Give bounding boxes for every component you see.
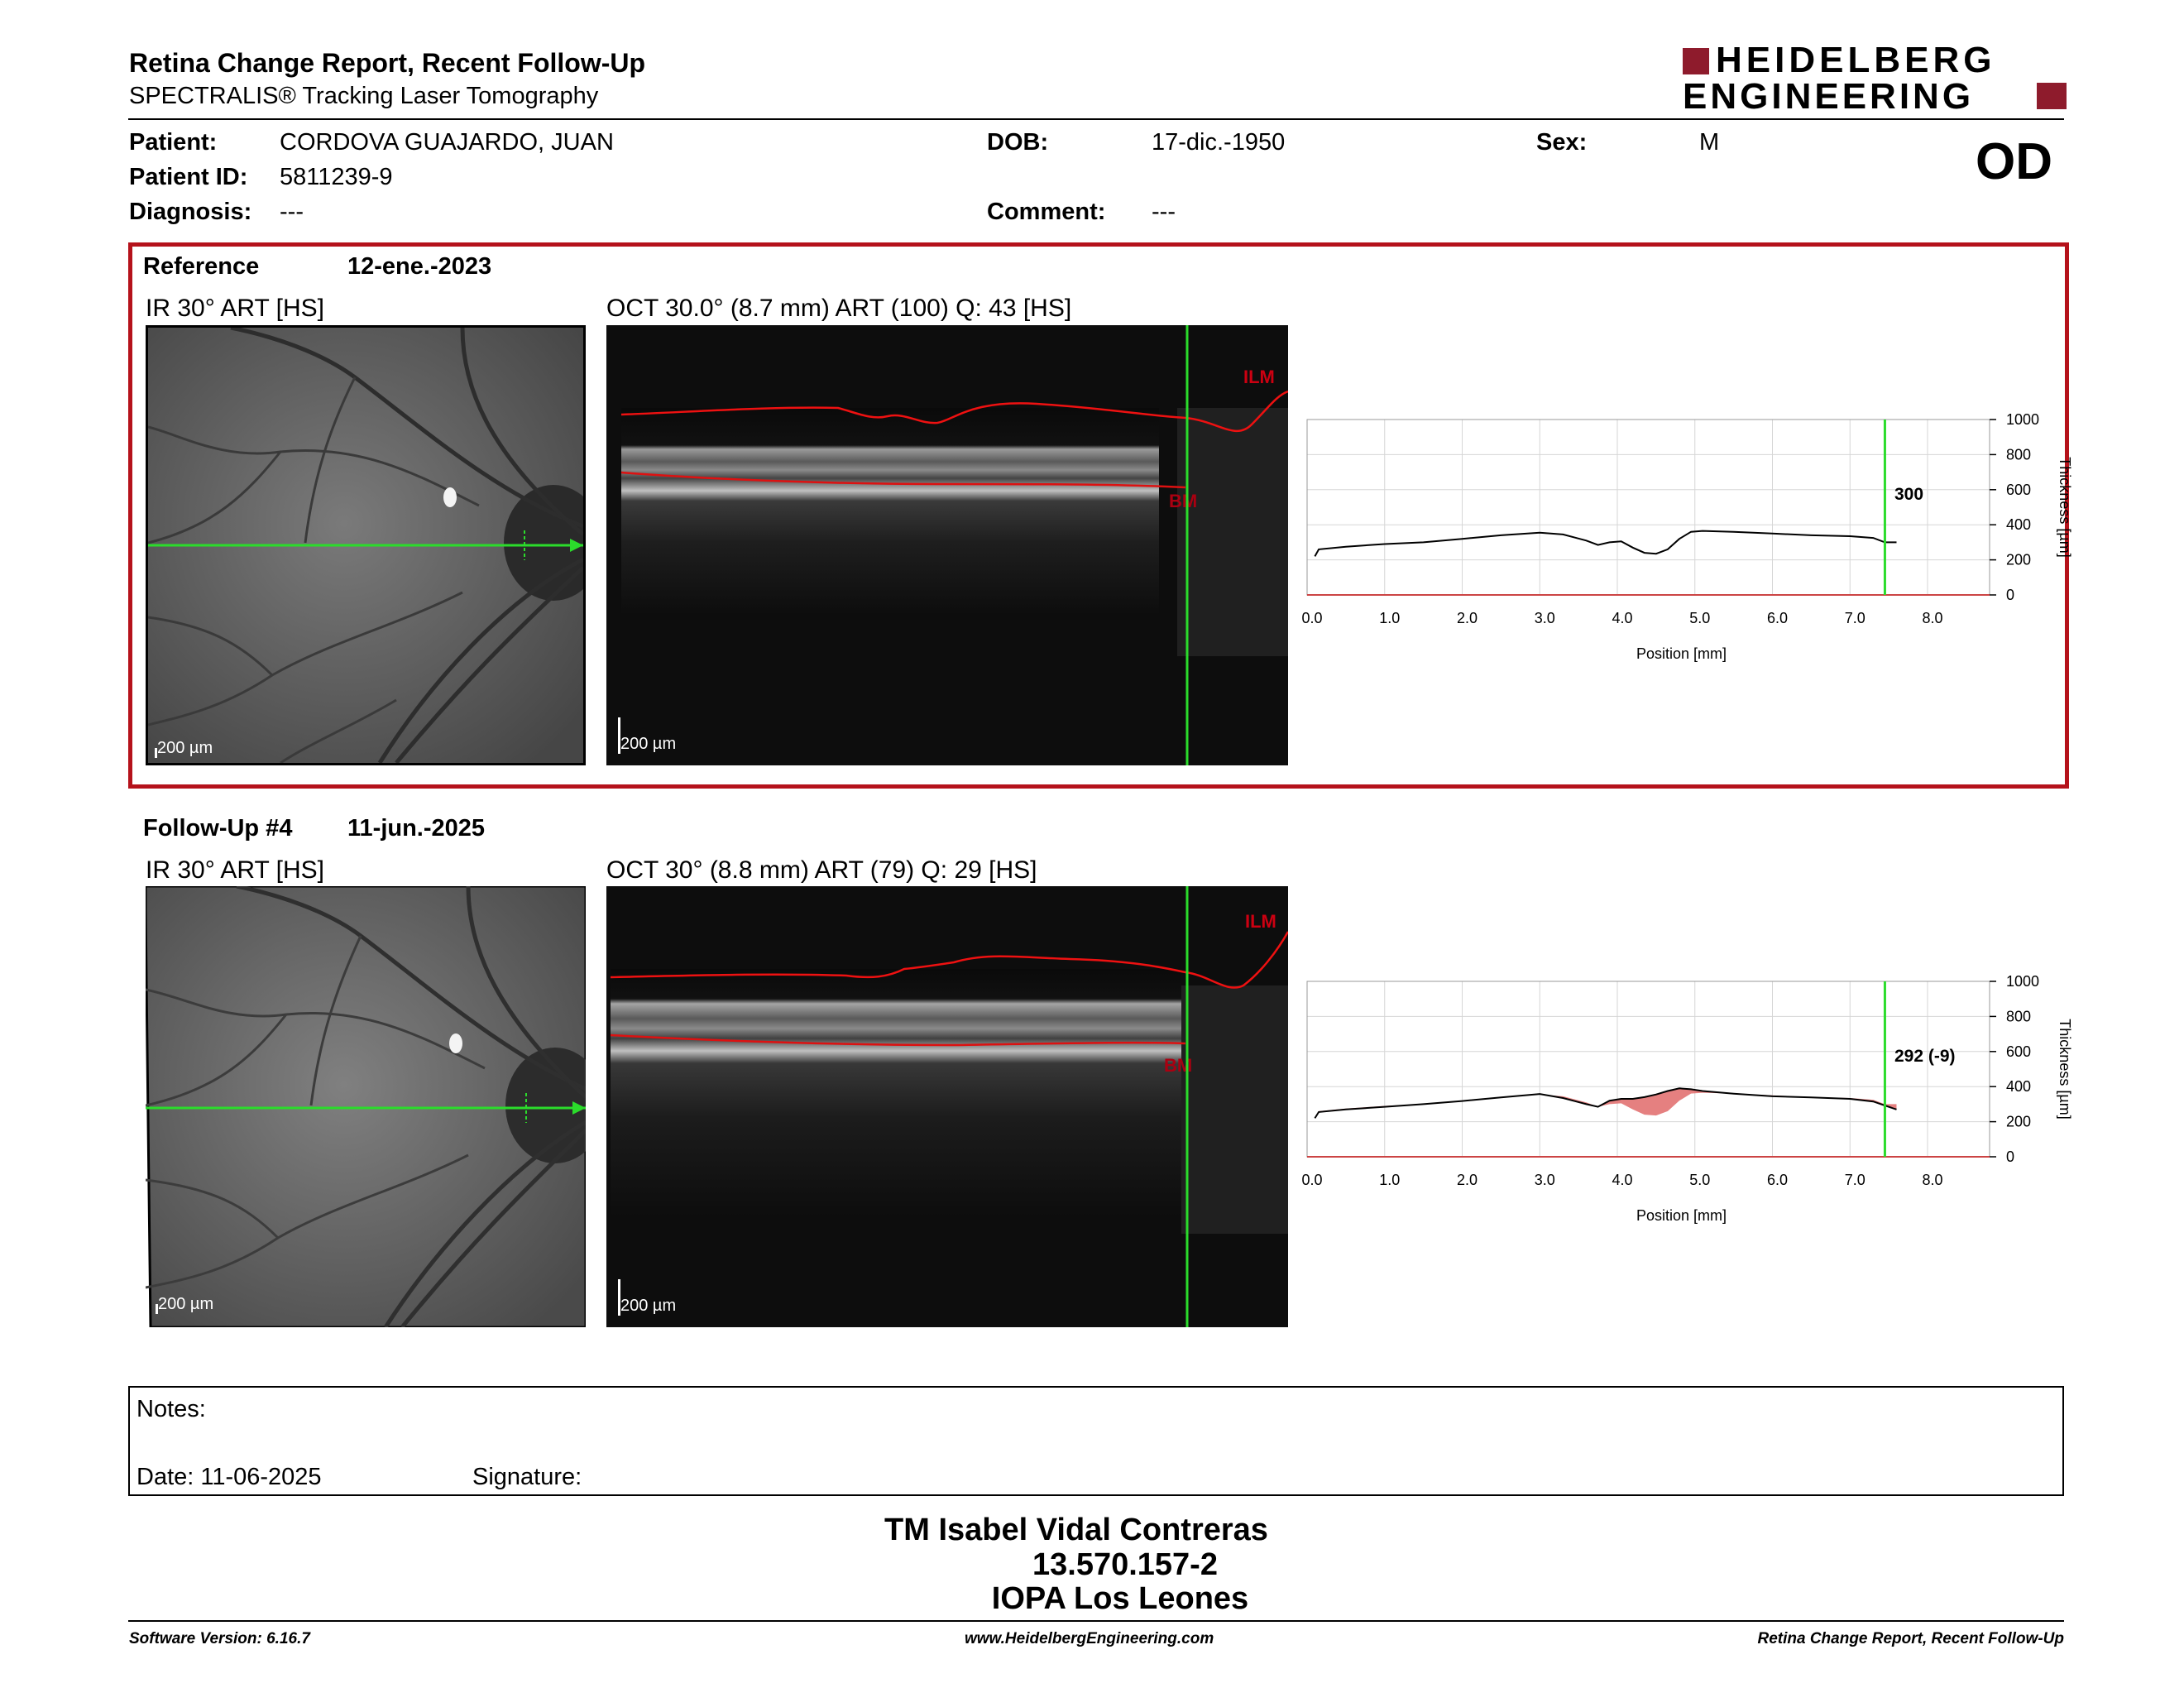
- reference-ir-scalebar: 200 µm: [155, 739, 213, 758]
- followup-oct-scale-label: 200 µm: [620, 1297, 677, 1315]
- x-tick-label: 4.0: [1612, 1172, 1632, 1188]
- x-tick-label: 2.0: [1457, 610, 1478, 626]
- reference-oct-scale-label: 200 µm: [620, 735, 677, 753]
- eye-label: OD: [1976, 133, 2052, 190]
- followup-ilm-label: ILM: [1245, 911, 1276, 932]
- y-tick-label: 400: [2006, 1078, 2031, 1095]
- x-tick-label: 3.0: [1535, 1172, 1555, 1188]
- reference-cursor-value: 300: [1894, 485, 1924, 504]
- patient-id-label: Patient ID:: [129, 164, 248, 190]
- y-tick-label: 1000: [2006, 973, 2039, 990]
- sex-value: M: [1699, 129, 1720, 156]
- report-title: Retina Change Report, Recent Follow-Up: [129, 48, 646, 78]
- y-tick-label: 400: [2006, 516, 2031, 533]
- y-tick-label: 200: [2006, 552, 2031, 568]
- x-tick-label: 8.0: [1922, 1172, 1942, 1188]
- signature-label: Signature:: [472, 1464, 582, 1490]
- website-link[interactable]: www.HeidelbergEngineering.com: [965, 1630, 1214, 1647]
- reference-ir-scale-label: 200 µm: [157, 739, 213, 757]
- dob-label: DOB:: [987, 129, 1049, 156]
- y-tick-label: 0: [2006, 1149, 2014, 1165]
- sex-label: Sex:: [1536, 129, 1588, 156]
- followup-label: Follow-Up #4: [143, 815, 293, 842]
- signer-org: IOPA Los Leones: [991, 1581, 1249, 1616]
- x-tick-label: 0.0: [1301, 610, 1322, 626]
- y-tick-label: 600: [2006, 482, 2031, 498]
- thickness-line: [1314, 1087, 1897, 1119]
- followup-oct-title: OCT 30° (8.8 mm) ART (79) Q: 29 [HS]: [606, 856, 1037, 884]
- reference-ir-title: IR 30° ART [HS]: [146, 295, 324, 322]
- footer-report-name: Retina Change Report, Recent Follow-Up: [1757, 1630, 2064, 1647]
- thickness-line: [1314, 530, 1897, 557]
- x-tick-label: 4.0: [1612, 610, 1632, 626]
- diagnosis-value: ---: [280, 199, 304, 225]
- x-tick-label: 1.0: [1379, 610, 1400, 626]
- y-tick-label: 0: [2006, 587, 2014, 603]
- notes-date: Date: 11-06-2025: [136, 1464, 322, 1490]
- heidelberg-logo: HEIDELBERG ENGINEERING: [1683, 42, 2067, 117]
- followup-cursor-value: 292 (-9): [1894, 1047, 1956, 1066]
- followup-ir-image: 200 µm: [146, 886, 586, 1327]
- diagnosis-label: Diagnosis:: [129, 199, 252, 225]
- software-version: Software Version: 6.16.7: [129, 1630, 310, 1647]
- y-tick-label: 800: [2006, 446, 2031, 463]
- reference-date: 12-ene.-2023: [347, 253, 492, 280]
- followup-thickness-chart: 0.0 1.0 2.0 3.0 4.0 5.0 6.0 7.0 8.0 0 200 400 600 800…: [1301, 973, 2073, 1224]
- reference-frame: [128, 242, 2069, 789]
- reference-label: Reference: [143, 253, 260, 280]
- comment-label: Comment:: [987, 199, 1106, 225]
- followup-date: 11-jun.-2025: [347, 815, 486, 842]
- patient-label: Patient:: [129, 129, 218, 156]
- notes-label: Notes:: [136, 1396, 206, 1422]
- x-tick-label: 5.0: [1689, 1172, 1710, 1188]
- dob-value: 17-dic.-1950: [1152, 129, 1286, 156]
- reference-oct-image: ILM BM 200 µm: [606, 325, 1288, 765]
- y-axis-label: Thickness [µm]: [2057, 457, 2073, 557]
- signer-name: TM Isabel Vidal Contreras: [884, 1513, 1268, 1547]
- y-tick-label: 200: [2006, 1114, 2031, 1130]
- notes-box[interactable]: Notes: Date: 11-06-2025 Signature:: [128, 1386, 2064, 1496]
- x-axis-label: Position [mm]: [1636, 1207, 1727, 1224]
- reference-ir-image: 200 µm: [146, 325, 586, 765]
- plot-frame: [1306, 981, 1990, 1158]
- followup-ir-title: IR 30° ART [HS]: [146, 856, 324, 884]
- comment-value: ---: [1152, 199, 1176, 225]
- y-tick-label: 600: [2006, 1043, 2031, 1060]
- reference-thickness-chart: 0.0 1.0 2.0 3.0 4.0 5.0 6.0 7.0 8.0 0 200 400 600 800…: [1301, 411, 2073, 662]
- x-tick-label: 6.0: [1767, 610, 1788, 626]
- signer-id: 13.570.157-2: [1032, 1547, 1218, 1582]
- reference-oct-scalebar: 200 µm: [618, 717, 676, 754]
- x-tick-label: 3.0: [1535, 610, 1555, 626]
- x-tick-label: 0.0: [1301, 1172, 1322, 1188]
- followup-ir-scale-label: 200 µm: [158, 1295, 214, 1313]
- x-tick-label: 6.0: [1767, 1172, 1788, 1188]
- report-subtitle: SPECTRALIS® Tracking Laser Tomography: [129, 83, 599, 109]
- x-tick-label: 2.0: [1457, 1172, 1478, 1188]
- reference-oct-title: OCT 30.0° (8.7 mm) ART (100) Q: 43 [HS]: [606, 295, 1072, 322]
- logo-line2: ENGINEERING: [1683, 76, 1975, 117]
- reference-bm-label: BM: [1169, 491, 1197, 511]
- x-tick-label: 1.0: [1379, 1172, 1400, 1188]
- patient-name: CORDOVA GUAJARDO, JUAN: [280, 129, 614, 156]
- patient-id: 5811239-9: [280, 164, 393, 190]
- x-axis-label: Position [mm]: [1636, 645, 1727, 662]
- x-tick-label: 5.0: [1689, 610, 1710, 626]
- followup-oct-image: ILM BM 200 µm: [606, 886, 1288, 1327]
- followup-ir-scalebar: 200 µm: [156, 1295, 213, 1314]
- x-tick-label: 8.0: [1922, 610, 1942, 626]
- logo-line1: HEIDELBERG: [1716, 40, 1996, 80]
- x-tick-label: 7.0: [1845, 1172, 1866, 1188]
- plot-frame: [1306, 419, 1990, 596]
- y-axis-label: Thickness [µm]: [2057, 1019, 2073, 1119]
- y-tick-label: 800: [2006, 1008, 2031, 1024]
- followup-oct-scalebar: 200 µm: [618, 1279, 676, 1316]
- reference-ilm-label: ILM: [1243, 367, 1275, 387]
- x-tick-label: 7.0: [1845, 610, 1866, 626]
- y-tick-label: 1000: [2006, 411, 2039, 428]
